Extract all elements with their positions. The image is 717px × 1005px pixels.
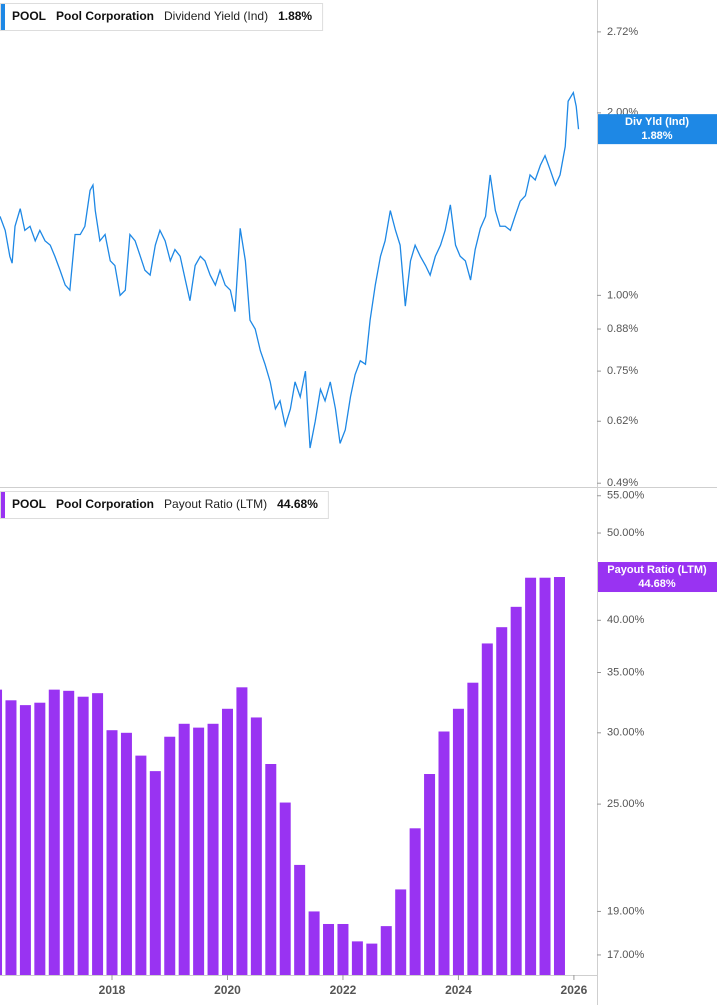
bar <box>0 689 3 975</box>
bar <box>553 577 565 975</box>
y-tick-label: 50.00% <box>607 527 645 539</box>
legend-symbol: POOL <box>12 9 46 23</box>
value-badge <box>598 114 717 145</box>
plot-area <box>0 577 565 975</box>
bar <box>34 702 46 975</box>
bar <box>366 943 378 975</box>
line-series <box>0 90 580 449</box>
legend-box <box>0 3 324 31</box>
bar <box>250 717 262 975</box>
x-tick-label: 2018 <box>99 983 126 997</box>
bar <box>279 802 291 975</box>
x-tick-label: 2020 <box>214 983 241 997</box>
legend-value: 44.68% <box>277 497 318 511</box>
bar <box>539 577 551 975</box>
badge-value: 44.68% <box>638 578 676 590</box>
legend-symbol: POOL <box>12 497 46 511</box>
y-tick-label: 0.49% <box>607 477 638 489</box>
y-tick-label: 0.62% <box>607 415 638 427</box>
bar <box>63 690 75 975</box>
legend-swatch <box>1 492 5 518</box>
bar <box>77 696 89 975</box>
bar <box>92 693 104 975</box>
bar <box>236 687 248 975</box>
y-tick-label: 2.72% <box>607 26 638 38</box>
badge-title: Div Yld (Ind) <box>625 116 689 128</box>
bar <box>496 627 508 975</box>
bar <box>48 689 60 975</box>
bar <box>106 730 118 975</box>
bar <box>265 763 277 975</box>
bar <box>467 682 479 975</box>
y-tick-label: 0.75% <box>607 365 638 377</box>
bar <box>164 736 176 975</box>
plot-area <box>0 90 580 449</box>
bar <box>351 941 363 975</box>
bar <box>207 723 219 975</box>
bar <box>395 889 407 975</box>
y-tick-label: 0.88% <box>607 323 638 335</box>
bar <box>510 606 522 975</box>
y-tick-label: 40.00% <box>607 614 645 626</box>
legend: POOL Pool Corporation Payout Ratio (LTM) 44… <box>0 491 329 519</box>
bar <box>424 774 436 975</box>
legend-swatch <box>1 4 5 30</box>
x-tick-label: 2024 <box>445 983 472 997</box>
bar <box>193 727 205 975</box>
y-tick-label: 35.00% <box>607 666 645 678</box>
bar <box>308 911 320 975</box>
legend-company: Pool Corporation <box>56 497 154 511</box>
bar <box>5 700 17 975</box>
bar <box>452 708 464 975</box>
badge-title: Payout Ratio (LTM) <box>607 564 707 576</box>
bar <box>149 771 161 975</box>
bar <box>294 864 306 975</box>
y-tick-label: 25.00% <box>607 798 645 810</box>
bar <box>481 643 493 975</box>
bar <box>120 732 132 975</box>
x-tick-label: 2026 <box>561 983 588 997</box>
y-tick-label: 19.00% <box>607 905 645 917</box>
legend-label: Dividend Yield (Ind) <box>164 9 268 23</box>
y-tick-label: 55.00% <box>607 490 645 502</box>
bar <box>337 923 349 975</box>
x-tick-label: 2022 <box>330 983 357 997</box>
y-tick-label: 1.00% <box>607 289 638 301</box>
legend: POOL Pool Corporation Dividend Yield (Ind)… <box>0 3 324 31</box>
bar <box>178 723 190 975</box>
bar <box>409 828 421 975</box>
value-badge <box>598 562 717 593</box>
bar <box>323 923 335 975</box>
y-tick-label: 17.00% <box>607 949 645 961</box>
legend-box <box>0 491 329 519</box>
bar <box>525 577 537 975</box>
legend-company: Pool Corporation <box>56 9 154 23</box>
bar <box>19 705 31 975</box>
y-tick-label: 30.00% <box>607 727 645 739</box>
bar <box>380 926 392 975</box>
bar <box>438 731 450 975</box>
badge-value: 1.88% <box>641 130 672 142</box>
bar <box>135 755 147 975</box>
legend-value: 1.88% <box>278 9 312 23</box>
bar <box>221 708 233 975</box>
legend-label: Payout Ratio (LTM) <box>164 497 267 511</box>
